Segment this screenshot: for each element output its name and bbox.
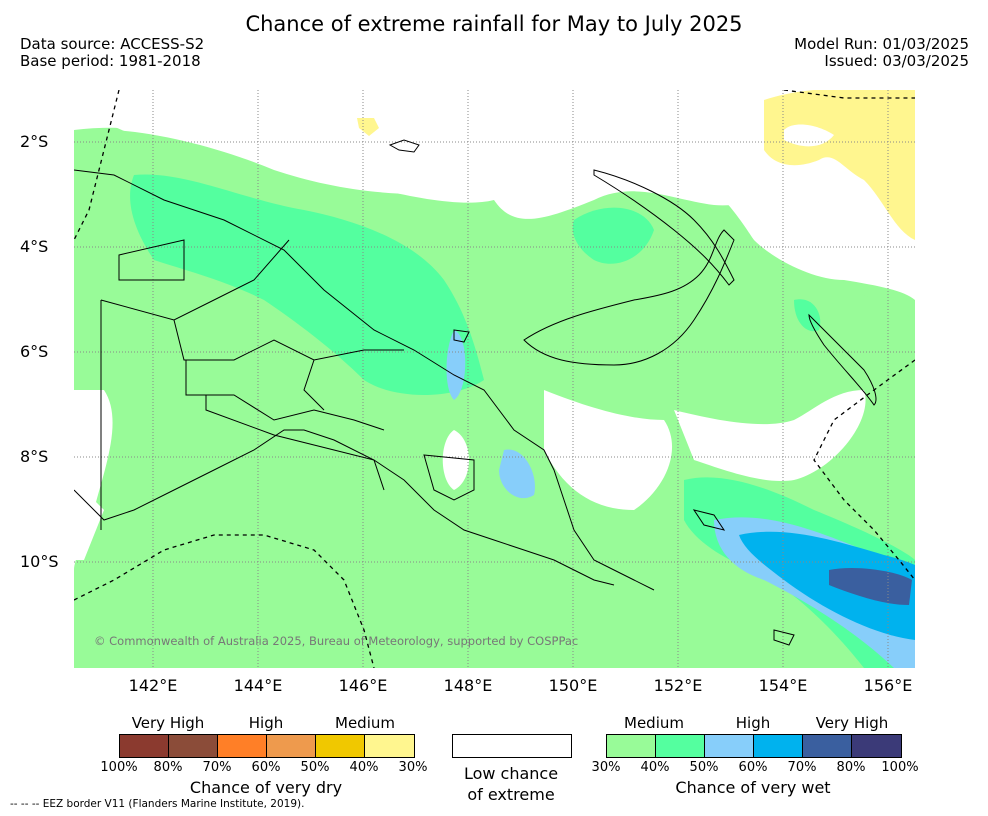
wet-swatch-60-70 xyxy=(754,735,803,757)
wet-tick-70: 70% xyxy=(787,760,817,775)
wet-tick-100: 100% xyxy=(881,760,919,775)
new-ireland-coast xyxy=(593,169,735,286)
dry-category-high: High xyxy=(248,714,284,732)
wet-swatch-50-60 xyxy=(705,735,754,757)
copyright-text: © Commonwealth of Australia 2025, Bureau… xyxy=(94,634,579,648)
bougainville-coast xyxy=(808,313,877,406)
meta-left: Data source: ACCESS-S2 Base period: 1981… xyxy=(20,36,204,70)
low-chance-swatch xyxy=(452,734,572,758)
dry-scale-label: Chance of very dry xyxy=(189,778,343,797)
low-chance-line2: of extreme xyxy=(467,785,555,804)
lat-label-6s: 6°S xyxy=(20,342,49,361)
lon-label-142e: 142°E xyxy=(128,676,178,695)
dry-category-medium: Medium xyxy=(335,714,395,732)
meta-right: Model Run: 01/03/2025 Issued: 03/03/2025 xyxy=(794,36,969,70)
lon-label-156e: 156°E xyxy=(863,676,913,695)
dry-tick-50: 50% xyxy=(300,760,330,775)
dry-tick-40: 40% xyxy=(349,760,379,775)
wet-category-high: High xyxy=(735,714,771,732)
lon-label-144e: 144°E xyxy=(233,676,283,695)
dry-swatch-100-80 xyxy=(120,735,169,757)
coastlines xyxy=(74,139,877,646)
lat-label-8s: 8°S xyxy=(20,447,49,466)
eez-borders xyxy=(74,90,915,668)
dry-tick-100: 100% xyxy=(100,760,138,775)
dry-category-very-high: Very High xyxy=(131,714,205,732)
dry-tick-80: 80% xyxy=(153,760,183,775)
wet-swatch-70-80 xyxy=(803,735,852,757)
extreme-wet-region xyxy=(829,568,912,605)
rainfall-map xyxy=(74,90,915,668)
very-high-wet-light-region xyxy=(446,330,466,400)
base-period-text: Base period: 1981-2018 xyxy=(20,52,201,70)
wet-tick-50: 50% xyxy=(689,760,719,775)
low-chance-north xyxy=(74,90,915,219)
dry-tick-30: 30% xyxy=(398,760,428,775)
lon-label-154e: 154°E xyxy=(758,676,808,695)
eez-border-note: -- -- -- EEZ border V11 (Flanders Marine… xyxy=(10,798,305,810)
dry-swatch-60-50 xyxy=(267,735,316,757)
lon-label-152e: 152°E xyxy=(653,676,703,695)
new-britain-coast xyxy=(523,229,735,366)
lon-label-146e: 146°E xyxy=(338,676,388,695)
low-chance-label: Low chance of extreme xyxy=(464,763,558,805)
dry-swatch-50-40 xyxy=(316,735,365,757)
wet-category-medium: Medium xyxy=(624,714,684,732)
dry-tick-60: 60% xyxy=(251,760,281,775)
lat-label-4s: 4°S xyxy=(20,237,49,256)
wet-tick-80: 80% xyxy=(836,760,866,775)
map-title: Chance of extreme rainfall for May to Ju… xyxy=(245,12,743,36)
new-guinea-coast xyxy=(74,169,655,591)
dry-colorbar xyxy=(119,734,415,758)
data-source-text: Data source: ACCESS-S2 xyxy=(20,35,205,53)
wet-colorbar xyxy=(606,734,902,758)
lat-label-2s: 2°S xyxy=(20,132,49,151)
dry-swatch-70-60 xyxy=(218,735,267,757)
lat-label-10s: 10°S xyxy=(20,552,59,571)
lon-label-148e: 148°E xyxy=(443,676,493,695)
bougainville-region xyxy=(784,284,915,365)
wet-scale-label: Chance of very wet xyxy=(675,778,831,797)
wet-tick-40: 40% xyxy=(640,760,670,775)
wet-category-very-high: Very High xyxy=(815,714,889,732)
wet-swatch-80-100 xyxy=(852,735,901,757)
wet-swatch-40-50 xyxy=(656,735,705,757)
province-borders xyxy=(100,239,475,530)
wet-tick-60: 60% xyxy=(738,760,768,775)
high-wet-region xyxy=(130,174,484,395)
wet-tick-30: 30% xyxy=(591,760,621,775)
wet-swatch-30-40 xyxy=(607,735,656,757)
model-run-text: Model Run: 01/03/2025 xyxy=(794,35,969,53)
low-chance-line1: Low chance xyxy=(463,764,559,783)
dry-swatch-40-30 xyxy=(365,735,414,757)
dry-swatch-80-70 xyxy=(169,735,218,757)
lon-label-150e: 150°E xyxy=(548,676,598,695)
issued-text: Issued: 03/03/2025 xyxy=(824,52,969,70)
map-canvas xyxy=(74,90,915,668)
dry-tick-70: 70% xyxy=(202,760,232,775)
low-chance-east xyxy=(544,390,673,510)
